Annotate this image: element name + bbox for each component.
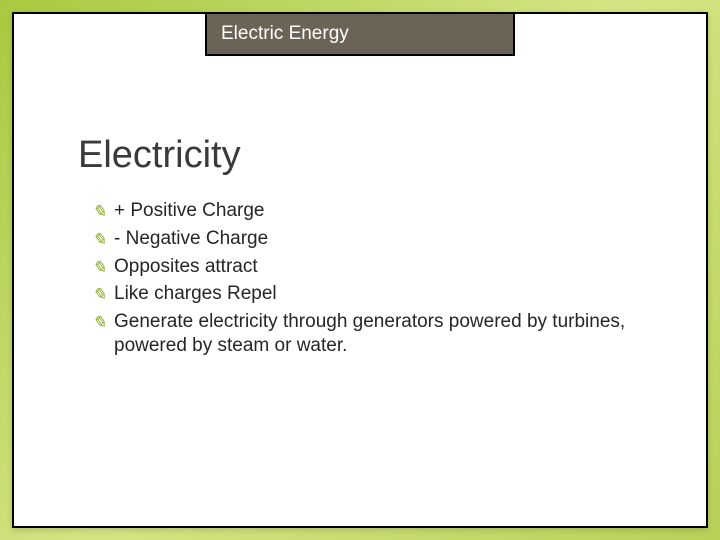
bullet-text: Like charges Repel	[114, 283, 277, 304]
bullet-glyph-icon: ✎	[92, 257, 106, 278]
slide-frame: Electric Energy Electricity ✎ + Positive…	[12, 12, 708, 528]
header-bar: Electric Energy	[205, 12, 515, 56]
list-item: ✎ Generate electricity through generator…	[92, 310, 642, 358]
slide-title: Electricity	[78, 134, 642, 177]
bullet-text: Generate electricity through generators …	[114, 311, 625, 356]
list-item: ✎ Like charges Repel	[92, 282, 642, 306]
slide-content: Electricity ✎ + Positive Charge ✎ - Nega…	[14, 14, 706, 402]
bullet-text: + Positive Charge	[114, 200, 265, 221]
bullet-glyph-icon: ✎	[92, 312, 106, 333]
list-item: ✎ Opposites attract	[92, 255, 642, 279]
bullet-list: ✎ + Positive Charge ✎ - Negative Charge …	[78, 199, 642, 358]
bullet-glyph-icon: ✎	[92, 201, 106, 222]
list-item: ✎ + Positive Charge	[92, 199, 642, 223]
bullet-glyph-icon: ✎	[92, 284, 106, 305]
list-item: ✎ - Negative Charge	[92, 227, 642, 251]
bullet-text: - Negative Charge	[114, 228, 268, 249]
bullet-text: Opposites attract	[114, 256, 258, 277]
bullet-glyph-icon: ✎	[92, 229, 106, 250]
header-label: Electric Energy	[221, 23, 349, 45]
